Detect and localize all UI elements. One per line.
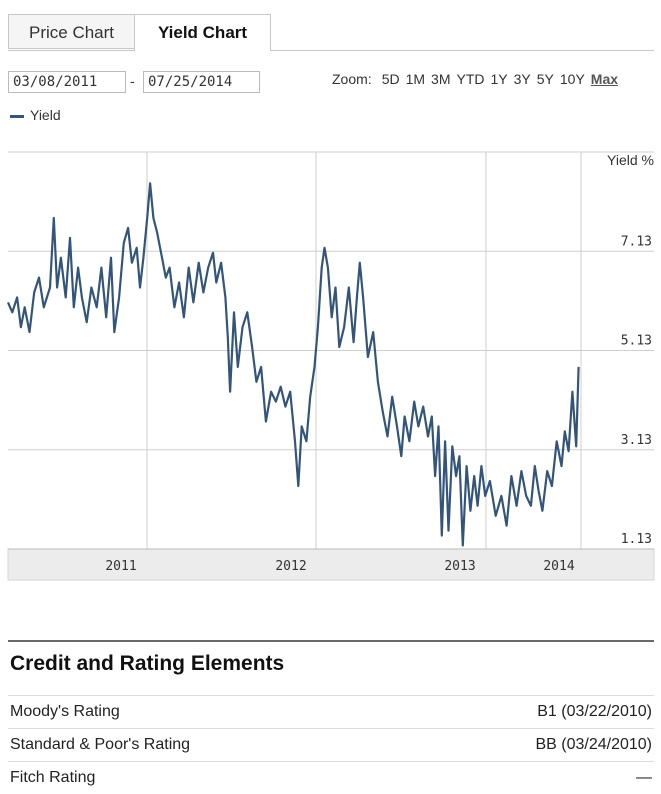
section-divider (8, 640, 654, 642)
legend-swatch (10, 114, 24, 118)
start-date-input[interactable]: 03/08/2011 (8, 71, 126, 93)
zoom-5y-button[interactable]: 5Y (536, 71, 554, 87)
yield-series-line (6, 182, 580, 547)
tab-price-chart[interactable]: Price Chart (8, 14, 134, 49)
yield-chart[interactable]: 1.13 3.13 5.13 7.13 2011 2012 2013 2014 Yield % (0, 140, 661, 585)
rating-value: — (636, 769, 652, 786)
zoom-controls: Zoom: 5D 1M 3M YTD 1Y 3Y 5Y 10Y Max (332, 71, 618, 88)
rating-label: Moody's Rating (10, 703, 120, 720)
y-axis-label: Yield % (607, 152, 654, 168)
zoom-10y-button[interactable]: 10Y (559, 71, 585, 87)
rating-row-sp: Standard & Poor's Rating BB (03/24/2010) (8, 728, 654, 761)
x-tick-label: 2011 (105, 559, 136, 574)
y-tick-label: 1.13 (621, 532, 652, 547)
zoom-label: Zoom: (332, 71, 372, 87)
rating-value: BB (03/24/2010) (535, 736, 652, 753)
zoom-1m-button[interactable]: 1M (405, 71, 426, 87)
credit-section-title: Credit and Rating Elements (10, 652, 285, 675)
zoom-1y-button[interactable]: 1Y (490, 71, 508, 87)
y-tick-label: 5.13 (621, 334, 652, 349)
chart-legend: Yield (10, 107, 61, 123)
rating-value: B1 (03/22/2010) (537, 703, 652, 720)
tab-yield-chart[interactable]: Yield Chart (134, 14, 271, 51)
zoom-ytd-button[interactable]: YTD (456, 71, 485, 87)
zoom-3y-button[interactable]: 3Y (513, 71, 531, 87)
date-range-separator: - (130, 73, 135, 89)
y-tick-label: 7.13 (621, 234, 652, 249)
x-tick-label: 2013 (444, 559, 475, 574)
x-tick-label: 2012 (275, 559, 306, 574)
rating-label: Fitch Rating (10, 769, 96, 786)
rating-row-moodys: Moody's Rating B1 (03/22/2010) (8, 695, 654, 728)
rating-label: Standard & Poor's Rating (10, 736, 191, 753)
x-axis-band (7, 548, 655, 581)
zoom-max-button[interactable]: Max (590, 71, 619, 87)
x-tick-label: 2014 (543, 559, 574, 574)
rating-row-fitch: Fitch Rating — (8, 761, 654, 794)
y-tick-label: 3.13 (621, 433, 652, 448)
end-date-input[interactable]: 07/25/2014 (143, 71, 260, 93)
legend-label: Yield (30, 107, 61, 123)
chart-tabs: Price Chart Yield Chart (8, 14, 654, 51)
zoom-3m-button[interactable]: 3M (431, 71, 451, 87)
zoom-5d-button[interactable]: 5D (381, 71, 400, 87)
